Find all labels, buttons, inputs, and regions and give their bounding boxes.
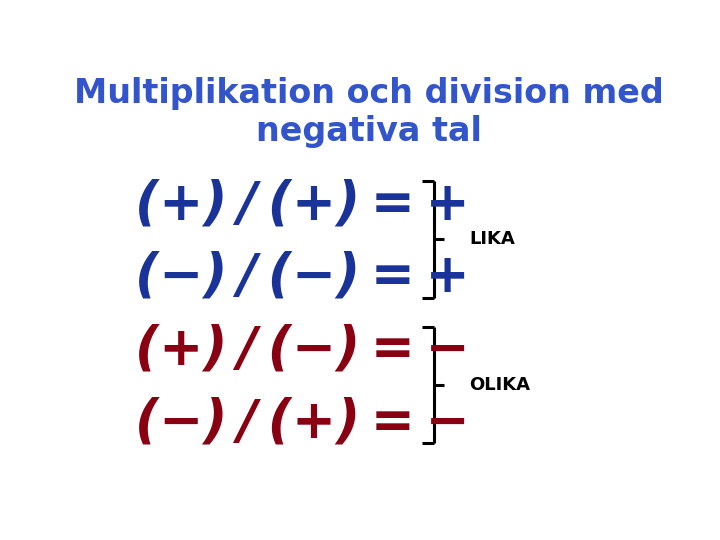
Text: (+) / (−) = −: (+) / (−) = − xyxy=(135,323,469,376)
Text: LIKA: LIKA xyxy=(469,231,516,248)
Text: OLIKA: OLIKA xyxy=(469,376,531,394)
Text: (−) / (−) = +: (−) / (−) = + xyxy=(135,251,469,303)
Text: (+) / (+) = +: (+) / (+) = + xyxy=(135,178,469,230)
Text: negativa tal: negativa tal xyxy=(256,115,482,148)
Text: Multiplikation och division med: Multiplikation och division med xyxy=(74,77,664,110)
Text: (−) / (+) = −: (−) / (+) = − xyxy=(135,396,469,448)
